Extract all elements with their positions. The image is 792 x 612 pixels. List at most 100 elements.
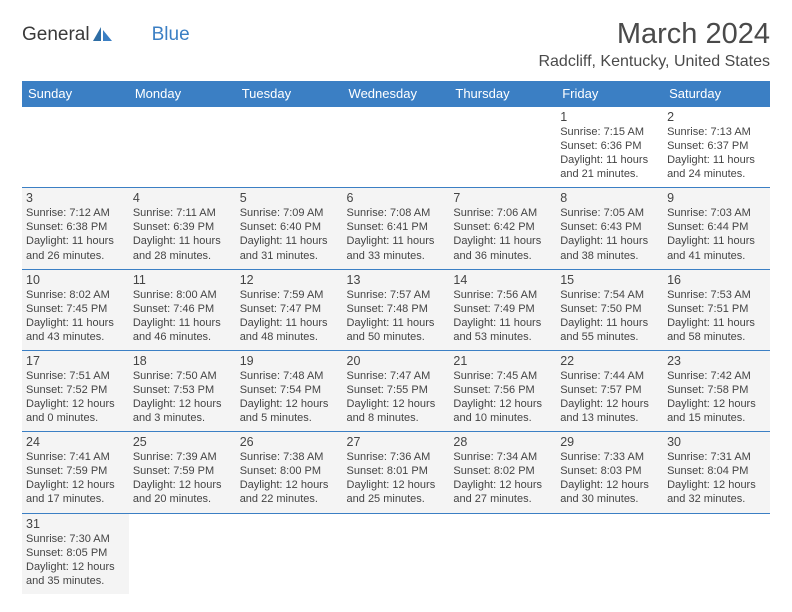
sunrise-line: Sunrise: 7:38 AM (240, 450, 339, 464)
sunset-line: Sunset: 6:36 PM (560, 139, 659, 153)
calendar-day: 29Sunrise: 7:33 AMSunset: 8:03 PMDayligh… (556, 432, 663, 513)
sunset-line: Sunset: 7:56 PM (453, 383, 552, 397)
sunrise-line: Sunrise: 7:53 AM (667, 288, 766, 302)
sail-icon (92, 25, 114, 48)
calendar-day: 31Sunrise: 7:30 AMSunset: 8:05 PMDayligh… (22, 513, 129, 594)
sunrise-line: Sunrise: 7:15 AM (560, 125, 659, 139)
sunrise-line: Sunrise: 7:08 AM (347, 206, 446, 220)
day-number: 7 (453, 191, 552, 205)
sunset-line: Sunset: 6:37 PM (667, 139, 766, 153)
daylight-line: Daylight: 11 hours and 50 minutes. (347, 316, 446, 344)
day-number: 23 (667, 354, 766, 368)
daylight-line: Daylight: 11 hours and 28 minutes. (133, 234, 232, 262)
daylight-line: Daylight: 11 hours and 41 minutes. (667, 234, 766, 262)
sunset-line: Sunset: 7:59 PM (133, 464, 232, 478)
sunrise-line: Sunrise: 7:41 AM (26, 450, 125, 464)
day-number: 8 (560, 191, 659, 205)
sunset-line: Sunset: 8:00 PM (240, 464, 339, 478)
day-number: 18 (133, 354, 232, 368)
sunrise-line: Sunrise: 7:50 AM (133, 369, 232, 383)
daylight-line: Daylight: 12 hours and 5 minutes. (240, 397, 339, 425)
daylight-line: Daylight: 11 hours and 31 minutes. (240, 234, 339, 262)
daylight-line: Daylight: 12 hours and 32 minutes. (667, 478, 766, 506)
daylight-line: Daylight: 11 hours and 55 minutes. (560, 316, 659, 344)
sunrise-line: Sunrise: 7:13 AM (667, 125, 766, 139)
sunrise-line: Sunrise: 7:47 AM (347, 369, 446, 383)
sunrise-line: Sunrise: 7:45 AM (453, 369, 552, 383)
day-number: 31 (26, 517, 125, 531)
calendar-table: SundayMondayTuesdayWednesdayThursdayFrid… (22, 81, 770, 594)
calendar-day: 24Sunrise: 7:41 AMSunset: 7:59 PMDayligh… (22, 432, 129, 513)
calendar-day: 27Sunrise: 7:36 AMSunset: 8:01 PMDayligh… (343, 432, 450, 513)
sunrise-line: Sunrise: 7:59 AM (240, 288, 339, 302)
header: General Blue March 2024 Radcliff, Kentuc… (22, 18, 770, 71)
calendar-day-empty (129, 107, 236, 188)
calendar-day: 9Sunrise: 7:03 AMSunset: 6:44 PMDaylight… (663, 188, 770, 269)
sunset-line: Sunset: 7:55 PM (347, 383, 446, 397)
daylight-line: Daylight: 12 hours and 22 minutes. (240, 478, 339, 506)
daylight-line: Daylight: 11 hours and 58 minutes. (667, 316, 766, 344)
calendar-week: 17Sunrise: 7:51 AMSunset: 7:52 PMDayligh… (22, 350, 770, 431)
logo-text-general: General (22, 24, 90, 46)
day-number: 2 (667, 110, 766, 124)
day-number: 19 (240, 354, 339, 368)
sunset-line: Sunset: 7:54 PM (240, 383, 339, 397)
sunset-line: Sunset: 7:48 PM (347, 302, 446, 316)
sunrise-line: Sunrise: 7:57 AM (347, 288, 446, 302)
daylight-line: Daylight: 12 hours and 17 minutes. (26, 478, 125, 506)
day-number: 15 (560, 273, 659, 287)
day-number: 4 (133, 191, 232, 205)
calendar-day: 20Sunrise: 7:47 AMSunset: 7:55 PMDayligh… (343, 350, 450, 431)
sunset-line: Sunset: 8:02 PM (453, 464, 552, 478)
daylight-line: Daylight: 12 hours and 3 minutes. (133, 397, 232, 425)
daylight-line: Daylight: 12 hours and 0 minutes. (26, 397, 125, 425)
sunset-line: Sunset: 7:45 PM (26, 302, 125, 316)
daylight-line: Daylight: 11 hours and 33 minutes. (347, 234, 446, 262)
calendar-day-empty (22, 107, 129, 188)
calendar-day-empty (343, 107, 450, 188)
sunset-line: Sunset: 7:49 PM (453, 302, 552, 316)
sunset-line: Sunset: 7:51 PM (667, 302, 766, 316)
calendar-day-empty (449, 107, 556, 188)
day-number: 5 (240, 191, 339, 205)
day-header-row: SundayMondayTuesdayWednesdayThursdayFrid… (22, 81, 770, 107)
daylight-line: Daylight: 11 hours and 43 minutes. (26, 316, 125, 344)
sunset-line: Sunset: 7:57 PM (560, 383, 659, 397)
daylight-line: Daylight: 12 hours and 10 minutes. (453, 397, 552, 425)
calendar-day: 3Sunrise: 7:12 AMSunset: 6:38 PMDaylight… (22, 188, 129, 269)
sunset-line: Sunset: 8:05 PM (26, 546, 125, 560)
calendar-day: 5Sunrise: 7:09 AMSunset: 6:40 PMDaylight… (236, 188, 343, 269)
sunset-line: Sunset: 7:59 PM (26, 464, 125, 478)
sunrise-line: Sunrise: 7:36 AM (347, 450, 446, 464)
day-header: Wednesday (343, 81, 450, 107)
sunrise-line: Sunrise: 7:09 AM (240, 206, 339, 220)
calendar-day: 7Sunrise: 7:06 AMSunset: 6:42 PMDaylight… (449, 188, 556, 269)
sunrise-line: Sunrise: 7:51 AM (26, 369, 125, 383)
calendar-day: 13Sunrise: 7:57 AMSunset: 7:48 PMDayligh… (343, 269, 450, 350)
calendar-day-empty (343, 513, 450, 594)
sunrise-line: Sunrise: 8:00 AM (133, 288, 232, 302)
day-number: 27 (347, 435, 446, 449)
logo: General Blue (22, 18, 190, 46)
calendar-day-empty (129, 513, 236, 594)
day-number: 25 (133, 435, 232, 449)
calendar-day-empty (663, 513, 770, 594)
sunrise-line: Sunrise: 7:54 AM (560, 288, 659, 302)
calendar-day: 2Sunrise: 7:13 AMSunset: 6:37 PMDaylight… (663, 107, 770, 188)
calendar-day: 6Sunrise: 7:08 AMSunset: 6:41 PMDaylight… (343, 188, 450, 269)
calendar-day: 22Sunrise: 7:44 AMSunset: 7:57 PMDayligh… (556, 350, 663, 431)
calendar-day-empty (236, 513, 343, 594)
sunset-line: Sunset: 6:41 PM (347, 220, 446, 234)
page-title: March 2024 (538, 18, 770, 51)
sunrise-line: Sunrise: 7:05 AM (560, 206, 659, 220)
daylight-line: Daylight: 12 hours and 27 minutes. (453, 478, 552, 506)
logo-text-blue: Blue (152, 24, 190, 46)
sunset-line: Sunset: 7:47 PM (240, 302, 339, 316)
sunrise-line: Sunrise: 7:33 AM (560, 450, 659, 464)
calendar-week: 31Sunrise: 7:30 AMSunset: 8:05 PMDayligh… (22, 513, 770, 594)
sunrise-line: Sunrise: 7:48 AM (240, 369, 339, 383)
daylight-line: Daylight: 12 hours and 35 minutes. (26, 560, 125, 588)
calendar-week: 24Sunrise: 7:41 AMSunset: 7:59 PMDayligh… (22, 432, 770, 513)
sunrise-line: Sunrise: 7:12 AM (26, 206, 125, 220)
calendar-day-empty (556, 513, 663, 594)
